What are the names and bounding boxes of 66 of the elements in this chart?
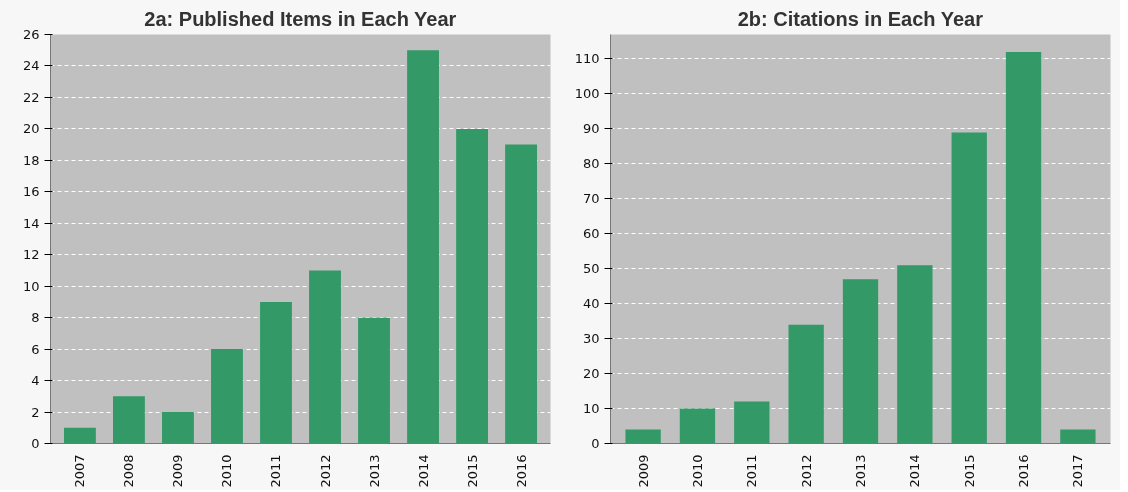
y-tick-label: 80 — [582, 156, 600, 172]
x-tick-label: 2013 — [853, 454, 868, 488]
bar — [358, 317, 390, 444]
x-tick-label: 2009 — [170, 454, 186, 488]
y-tick-label: 8 — [31, 310, 40, 326]
x-tick-label: 2010 — [219, 454, 235, 488]
bar — [211, 349, 243, 444]
y-tick-label: 10 — [22, 278, 40, 294]
bar — [1060, 429, 1096, 444]
bar — [842, 279, 879, 444]
bar — [162, 412, 194, 444]
y-tick-label: 6 — [31, 341, 40, 357]
y-tick-label: 70 — [582, 191, 600, 207]
y-tick-label: 24 — [22, 58, 40, 74]
x-tick-label: 2014 — [907, 454, 923, 488]
bar — [679, 408, 716, 444]
y-tick-label: 20 — [582, 366, 600, 382]
y-tick-label: 40 — [582, 296, 600, 312]
y-tick-label: 110 — [574, 51, 600, 67]
y-tick-label: 0 — [31, 436, 40, 451]
bar — [1005, 51, 1042, 444]
x-tick-label: 2016 — [513, 454, 529, 488]
x-tick-label: 2011 — [268, 454, 284, 488]
bar — [625, 429, 661, 444]
x-tick-label: 2010 — [689, 454, 705, 488]
x-tick-label: 2007 — [72, 454, 88, 488]
y-tick-label: 10 — [582, 401, 600, 417]
x-tick-label: 2012 — [798, 454, 814, 488]
bar — [788, 324, 824, 444]
y-tick-label: 4 — [31, 373, 40, 389]
x-tick-label: 2016 — [1016, 454, 1032, 488]
y-tick-label: 14 — [22, 215, 40, 231]
x-tick-label: 2009 — [635, 454, 651, 488]
x-tick-label: 2013 — [366, 454, 382, 488]
bar — [113, 396, 145, 444]
x-tick-label: 2012 — [317, 454, 333, 488]
bar — [456, 128, 488, 444]
y-tick-label: 60 — [582, 226, 600, 242]
x-tick-label: 2015 — [961, 454, 977, 488]
bar — [63, 427, 96, 444]
y-tick-label: 20 — [22, 121, 40, 137]
y-tick-label: 26 — [22, 27, 40, 42]
y-tick-label: 90 — [582, 121, 600, 137]
y-tick-label: 2 — [31, 404, 40, 420]
bar — [309, 270, 341, 444]
y-tick-label: 0 — [591, 436, 600, 451]
x-tick-label: 2017 — [1070, 454, 1086, 488]
y-tick-label: 18 — [22, 152, 40, 168]
y-tick-label: 16 — [22, 184, 40, 200]
y-tick-label: 50 — [582, 261, 600, 277]
x-tick-label: 2011 — [744, 454, 760, 488]
bar — [734, 401, 770, 444]
bar — [407, 50, 439, 444]
bar — [897, 265, 933, 444]
x-tick-label: 2015 — [464, 454, 480, 488]
chart-title: 2b: Citations in Each Year — [737, 7, 984, 30]
y-tick-label: 100 — [574, 86, 600, 102]
y-tick-label: 30 — [582, 331, 600, 347]
bar — [505, 144, 538, 444]
bar — [260, 301, 292, 444]
chart-title: 2a: Published Items in Each Year — [144, 7, 457, 30]
x-tick-label: 2008 — [121, 454, 137, 488]
x-tick-label: 2014 — [415, 454, 431, 488]
y-tick-label: 22 — [22, 89, 40, 105]
bar — [951, 132, 987, 444]
y-tick-label: 12 — [22, 247, 40, 263]
